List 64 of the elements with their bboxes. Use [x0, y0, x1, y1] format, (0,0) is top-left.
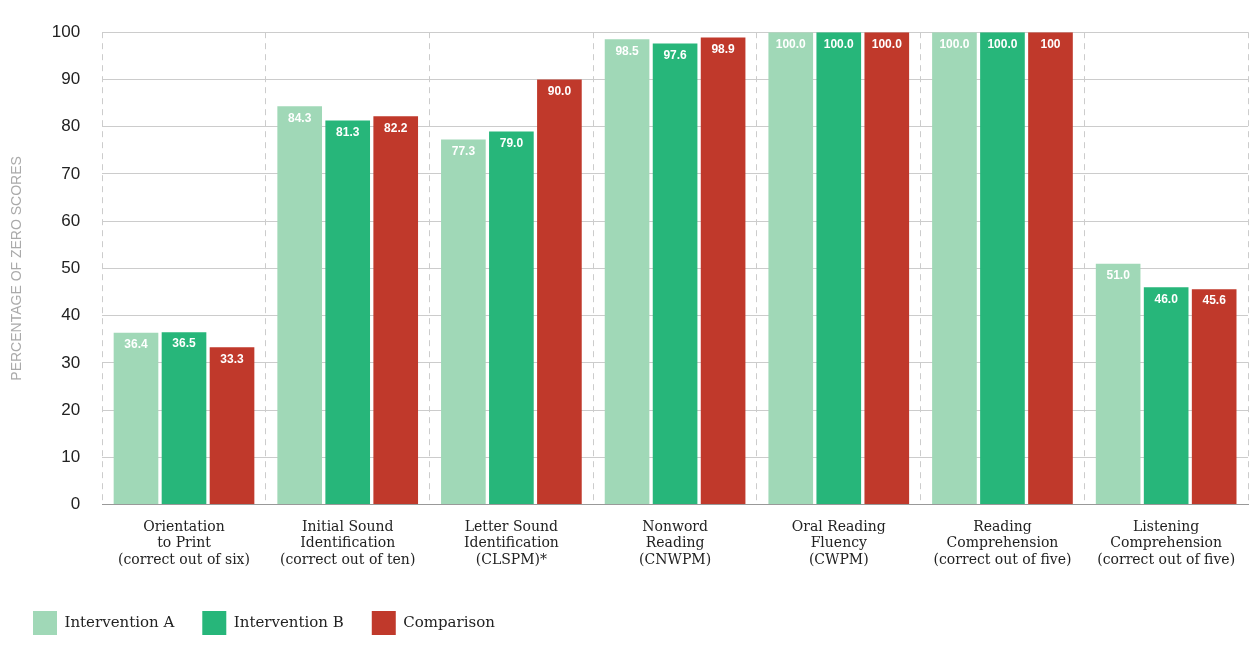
- bar: [325, 120, 371, 505]
- data-label: 100: [1040, 36, 1061, 51]
- data-label: 79.0: [499, 135, 524, 150]
- data-label: 97.6: [663, 47, 688, 62]
- y-tick-label: 40: [61, 305, 81, 325]
- data-label: 36.5: [172, 336, 197, 351]
- bar: [816, 32, 862, 505]
- bar: [1191, 289, 1237, 505]
- data-label: 81.3: [336, 124, 360, 139]
- bar: [277, 106, 323, 505]
- data-label: 33.3: [220, 351, 245, 366]
- y-tick-label: 20: [61, 399, 81, 419]
- y-tick-label: 90: [61, 69, 81, 89]
- data-label: 98.9: [711, 41, 736, 56]
- bar: [980, 32, 1025, 505]
- legend-label: Comparison: [403, 612, 496, 631]
- bar: [1095, 263, 1141, 505]
- x-tick-label: Oral Reading Fluency (CWPM): [791, 517, 886, 568]
- x-tick-label: Letter Sound Identification (CLSPM)*: [463, 517, 559, 568]
- bar: [209, 347, 255, 505]
- data-label: 100.0: [823, 36, 855, 51]
- x-tick-label: Initial Sound Identification (correct out of ten): [280, 517, 416, 568]
- legend-label: Intervention B: [233, 612, 344, 631]
- y-axis-title: PERCENTAGE OF ZERO SCORES: [8, 156, 25, 381]
- y-tick-label: 0: [70, 494, 81, 514]
- data-label: 45.6: [1202, 293, 1227, 308]
- data-label: 100.0: [871, 36, 903, 51]
- bar: [113, 332, 159, 505]
- x-tick-label: Orientation to Print (correct out of six): [118, 517, 250, 568]
- bar: [537, 79, 582, 505]
- data-label: 46.0: [1154, 291, 1179, 306]
- data-label: 100.0: [939, 36, 970, 51]
- bar: [864, 32, 910, 505]
- bar: [932, 32, 977, 505]
- x-tick-label: Listening Comprehension (correct out of five): [1097, 517, 1236, 568]
- data-label: 100.0: [987, 36, 1018, 51]
- data-label: 36.4: [124, 336, 148, 351]
- bar: [768, 32, 814, 505]
- data-label: 98.5: [615, 43, 640, 58]
- x-tick-label: Reading Comprehension (correct out of five): [933, 517, 1072, 568]
- y-tick-label: 30: [61, 352, 81, 372]
- bar: [441, 139, 486, 505]
- x-tick-label: Nonword Reading (CNWPM): [639, 517, 712, 568]
- bar: [604, 39, 650, 505]
- bar: [489, 131, 534, 505]
- data-label: 77.3: [451, 143, 476, 158]
- bar: [161, 332, 207, 505]
- bar: [373, 116, 419, 505]
- y-tick-label: 60: [61, 210, 81, 230]
- y-tick-label: 70: [61, 163, 81, 183]
- bar: [1143, 287, 1189, 505]
- y-tick-label: 80: [61, 116, 81, 136]
- bar: [652, 43, 698, 505]
- data-label: 51.0: [1106, 267, 1131, 282]
- data-label: 90.0: [547, 83, 572, 98]
- bar: [1028, 32, 1073, 505]
- data-label: 82.2: [384, 120, 408, 135]
- legend-label: Intervention A: [64, 612, 175, 631]
- y-tick-label: 10: [61, 447, 81, 467]
- y-tick-label: 100: [51, 21, 81, 41]
- data-label: 84.3: [288, 110, 312, 125]
- y-tick-label: 50: [61, 258, 81, 278]
- data-label: 100.0: [775, 36, 807, 51]
- bar: [700, 37, 746, 505]
